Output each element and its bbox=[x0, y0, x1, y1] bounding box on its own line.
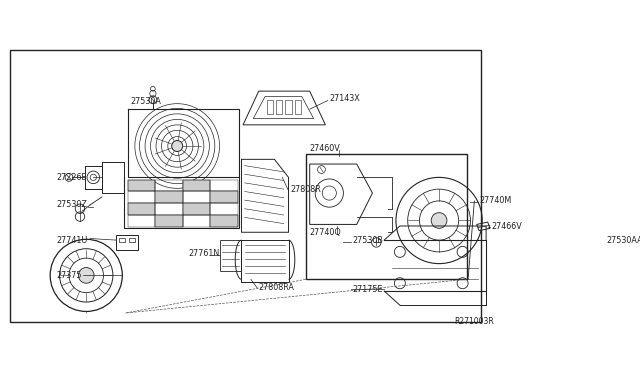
Bar bbox=[210, 203, 237, 215]
Bar bbox=[210, 215, 237, 227]
Bar bbox=[182, 203, 210, 215]
Bar bbox=[156, 203, 182, 215]
Text: 27143X: 27143X bbox=[330, 94, 360, 103]
Bar bbox=[128, 215, 156, 227]
Text: 27741U: 27741U bbox=[56, 235, 88, 245]
Bar bbox=[182, 180, 210, 192]
Circle shape bbox=[431, 213, 447, 228]
Text: 27530Z: 27530Z bbox=[56, 200, 87, 209]
Bar bbox=[182, 215, 210, 227]
Text: 27530AA: 27530AA bbox=[607, 236, 640, 246]
Bar bbox=[156, 215, 182, 227]
Bar bbox=[210, 180, 237, 192]
Bar bbox=[128, 192, 156, 203]
Text: 27460V: 27460V bbox=[310, 144, 340, 153]
Text: 27530A: 27530A bbox=[130, 97, 161, 106]
Bar bbox=[156, 192, 182, 203]
Bar bbox=[129, 238, 135, 243]
Bar bbox=[128, 180, 156, 192]
Text: 27808R: 27808R bbox=[290, 185, 321, 194]
Bar bbox=[285, 100, 292, 114]
Text: 27808RA: 27808RA bbox=[259, 283, 294, 292]
Text: R271003R: R271003R bbox=[454, 317, 494, 326]
Text: 27740M: 27740M bbox=[480, 196, 512, 205]
Text: 27375: 27375 bbox=[56, 271, 82, 280]
Bar bbox=[128, 180, 156, 192]
Text: 27466V: 27466V bbox=[492, 222, 522, 231]
Text: 27740Q: 27740Q bbox=[310, 228, 342, 237]
Bar bbox=[119, 238, 125, 243]
Bar bbox=[267, 100, 273, 114]
Circle shape bbox=[172, 141, 182, 151]
Text: 27530B: 27530B bbox=[353, 236, 384, 246]
Bar bbox=[156, 180, 182, 192]
Bar bbox=[128, 203, 156, 215]
Bar bbox=[306, 154, 467, 279]
Circle shape bbox=[79, 267, 94, 283]
Text: 27761N: 27761N bbox=[188, 249, 220, 258]
Bar bbox=[276, 100, 282, 114]
Bar bbox=[182, 192, 210, 203]
Bar bbox=[210, 192, 237, 203]
Text: 27226E: 27226E bbox=[56, 173, 87, 182]
Bar bbox=[156, 192, 182, 203]
Bar bbox=[156, 215, 182, 227]
Bar bbox=[116, 235, 138, 250]
Bar bbox=[210, 215, 237, 227]
Bar bbox=[182, 203, 210, 215]
Bar bbox=[182, 180, 210, 192]
Bar bbox=[210, 192, 237, 203]
Bar bbox=[128, 203, 156, 215]
Text: 27175E: 27175E bbox=[353, 285, 383, 294]
Bar bbox=[295, 100, 301, 114]
